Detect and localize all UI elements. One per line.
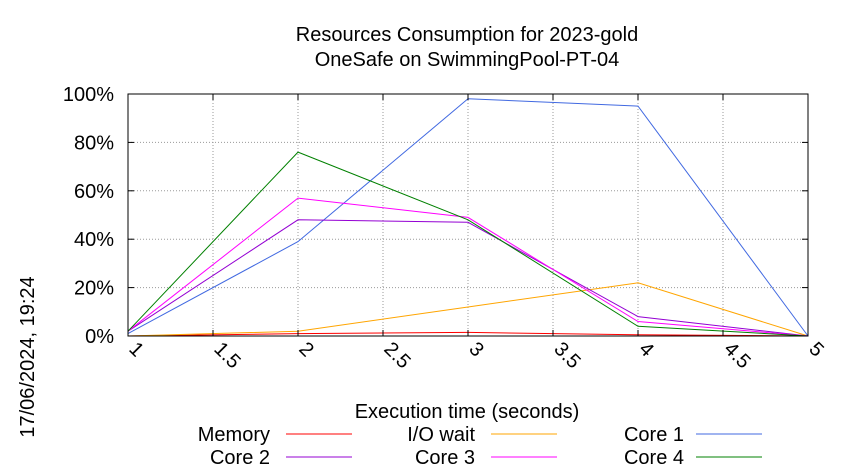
grid — [128, 94, 808, 336]
series-line-core-4 — [127, 151, 809, 337]
legend-label-i-o-wait: I/O wait — [407, 424, 475, 446]
y-tick-label: 20% — [74, 278, 114, 300]
x-tick-label: 2.5 — [379, 338, 414, 373]
y-tick-label: 100% — [63, 84, 114, 106]
x-tick-label: 4.5 — [719, 338, 754, 373]
legend: Memory I/O wait Core 1 Core 2 Core 3 Core 4 — [198, 424, 762, 469]
chart-title: Resources Consumption for 2023-gold — [296, 24, 638, 46]
legend-label-core-3: Core 3 — [415, 447, 475, 469]
x-tick-label: 2 — [294, 338, 317, 361]
series-line-core-3 — [127, 197, 809, 337]
y-tick-label: 60% — [74, 181, 114, 203]
legend-label-core-2: Core 2 — [210, 447, 270, 469]
y-ticks: 0% 20% 40% 60% 80% 100% — [63, 84, 808, 348]
series-line-i-o-wait — [127, 282, 809, 337]
chart-subtitle: OneSafe on SwimmingPool-PT-04 — [315, 49, 620, 71]
y-tick-label: 0% — [85, 326, 114, 348]
legend-label-memory: Memory — [198, 424, 270, 446]
y-tick-label: 80% — [74, 132, 114, 154]
x-tick-label: 1 — [124, 338, 147, 361]
x-tick-label: 1.5 — [209, 338, 244, 373]
legend-label-core-4: Core 4 — [624, 447, 684, 469]
x-axis-label: Execution time (seconds) — [355, 401, 580, 423]
series-line-core-2 — [127, 219, 809, 337]
x-tick-label: 4 — [634, 338, 657, 361]
x-tick-label: 3.5 — [549, 338, 584, 373]
legend-label-core-1: Core 1 — [624, 424, 684, 446]
y-tick-label: 40% — [74, 229, 114, 251]
x-tick-label: 3 — [464, 338, 487, 361]
x-tick-label: 5 — [804, 338, 827, 361]
timestamp-label: 17/06/2024, 19:24 — [17, 276, 39, 437]
series-lines — [127, 98, 809, 337]
